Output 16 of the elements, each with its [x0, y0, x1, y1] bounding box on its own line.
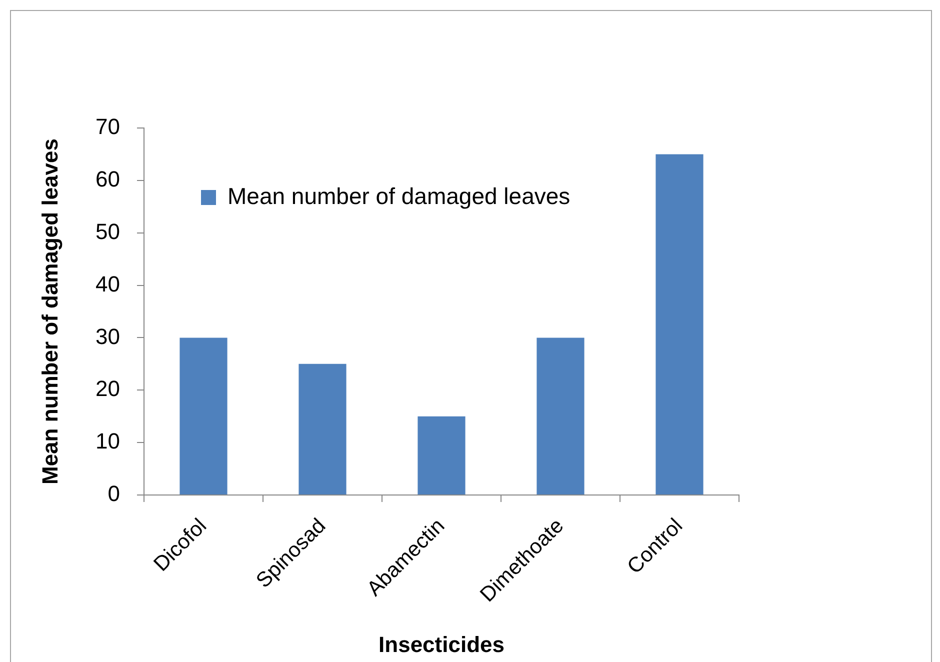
y-tick-label: 70: [96, 114, 120, 140]
y-tick-label: 0: [108, 481, 120, 506]
y-axis-title: Mean number of damaged leaves: [37, 138, 62, 484]
y-tick-label: 20: [96, 376, 120, 402]
y-tick-label: 30: [96, 324, 120, 349]
bar: [536, 338, 584, 494]
x-axis-title: Insecticides: [378, 632, 504, 657]
bar: [298, 364, 346, 494]
bar: [418, 416, 466, 494]
y-tick-label: 50: [96, 218, 120, 244]
y-tick-label: 40: [96, 271, 120, 296]
y-tick-label: 10: [96, 428, 120, 454]
bar: [180, 338, 228, 494]
legend-label: Mean number of damaged leaves: [228, 182, 570, 209]
y-tick-label: 60: [96, 166, 120, 192]
bar: [656, 154, 704, 494]
